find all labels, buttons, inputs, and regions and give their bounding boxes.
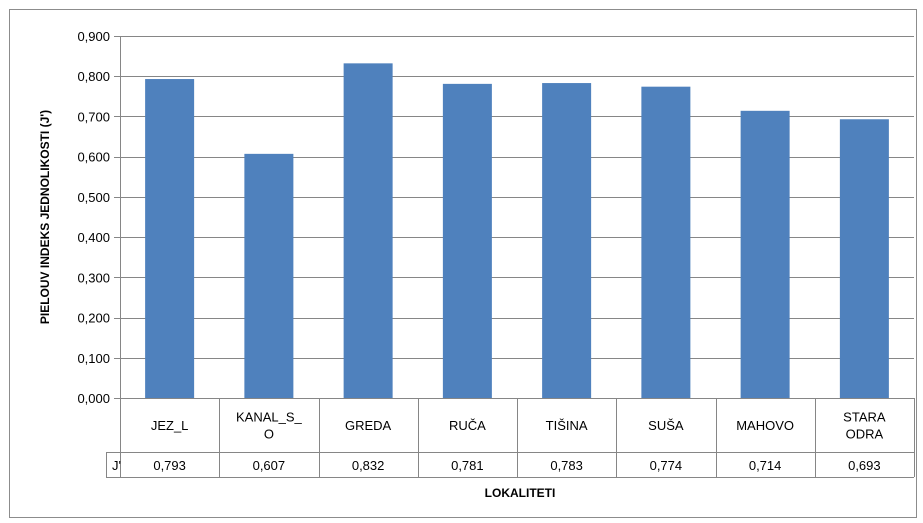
y-tick-label: 0,700 [77, 109, 110, 124]
x-category-label: JEZ_L [151, 418, 189, 433]
y-tick-label: 0,400 [77, 230, 110, 245]
y-tick-label: 0,600 [77, 150, 110, 165]
table-value: 0,832 [352, 458, 385, 473]
y-tick-label: 0,300 [77, 270, 110, 285]
table-value: 0,793 [153, 458, 186, 473]
y-axis-title: PIELOUV INDEKS JEDNOLIKOSTI (J') [38, 110, 52, 324]
bar-3 [442, 83, 492, 398]
y-tick-label: 0,100 [77, 351, 110, 366]
y-tick-label: 0,000 [77, 391, 110, 406]
bar-2 [343, 63, 393, 399]
x-category-label: MAHOVO [736, 418, 794, 433]
bar-1 [244, 153, 294, 398]
y-tick-label: 0,800 [77, 69, 110, 84]
x-axis-title: LOKALITETI [485, 486, 556, 500]
bar-7 [839, 119, 889, 398]
y-tick-label: 0,900 [77, 29, 110, 44]
table-series-key: J' [112, 458, 121, 473]
x-category-label: GREDA [345, 418, 392, 433]
bar-0 [145, 79, 195, 398]
table-value: 0,774 [650, 458, 683, 473]
bar-4 [542, 83, 592, 398]
bar-5 [641, 86, 691, 399]
table-value: 0,693 [848, 458, 881, 473]
x-category-label: STARA [843, 410, 886, 425]
table-value: 0,783 [550, 458, 583, 473]
y-tick-label: 0,500 [77, 190, 110, 205]
table-value: 0,781 [451, 458, 484, 473]
x-category-label: KANAL_S_ [236, 410, 303, 425]
table-value: 0,607 [253, 458, 286, 473]
bar-6 [740, 110, 790, 399]
x-category-label: O [264, 427, 274, 442]
x-category-label: RUČA [449, 418, 486, 433]
y-tick-label: 0,200 [77, 311, 110, 326]
x-category-label: SUŠA [648, 418, 684, 433]
x-category-label: TIŠINA [546, 418, 588, 433]
x-category-label: ODRA [846, 427, 884, 442]
table-value: 0,714 [749, 458, 782, 473]
